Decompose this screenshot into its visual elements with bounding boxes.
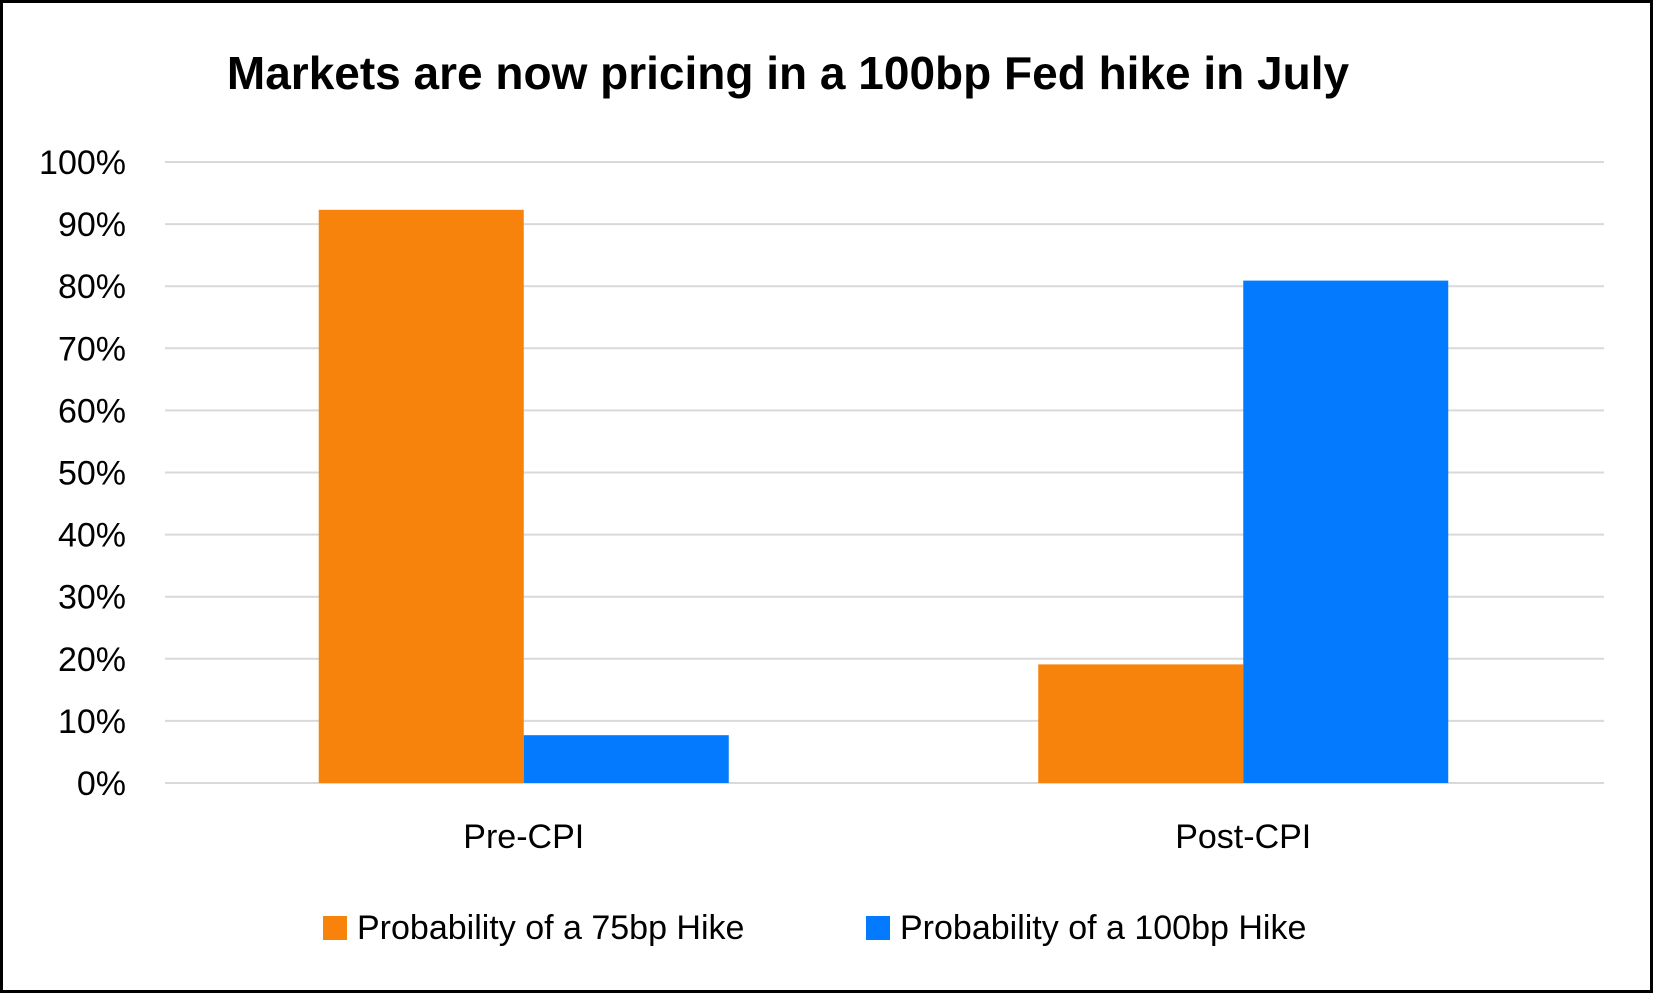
legend-label: Probability of a 100bp Hike [900, 909, 1306, 947]
legend: Probability of a 75bp Hike Probability of… [323, 909, 1306, 947]
chart-title: Markets are now pricing in a 100bp Fed h… [227, 47, 1350, 99]
x-axis-categories: Pre-CPI Post-CPI [463, 818, 1311, 856]
y-tick-label: 30% [58, 579, 126, 617]
bar-100bp-pre-cpi [523, 735, 729, 783]
y-tick-label: 0% [77, 765, 126, 803]
y-tick-label: 10% [58, 703, 126, 741]
bar-100bp-post-cpi [1243, 280, 1449, 783]
legend-swatch [323, 916, 347, 940]
y-tick-label: 80% [58, 268, 126, 306]
y-tick-label: 50% [58, 455, 126, 493]
y-tick-label: 60% [58, 392, 126, 430]
x-category-label: Post-CPI [1175, 818, 1311, 856]
legend-swatch [866, 916, 890, 940]
bar-75bp-post-cpi [1038, 664, 1244, 783]
y-axis-ticks: 0% 10% 20% 30% 40% 50% 60% 70% 80% 90% 100% [39, 144, 126, 803]
y-tick-label: 100% [39, 144, 126, 182]
legend-label: Probability of a 75bp Hike [357, 909, 744, 947]
bar-chart: Markets are now pricing in a 100bp Fed h… [39, 47, 1604, 947]
y-tick-label: 90% [58, 206, 126, 244]
y-tick-label: 20% [58, 641, 126, 679]
y-tick-label: 70% [58, 330, 126, 368]
bar-75bp-pre-cpi [318, 209, 524, 783]
y-tick-label: 40% [58, 517, 126, 555]
bars [318, 209, 1449, 783]
x-category-label: Pre-CPI [463, 818, 584, 856]
